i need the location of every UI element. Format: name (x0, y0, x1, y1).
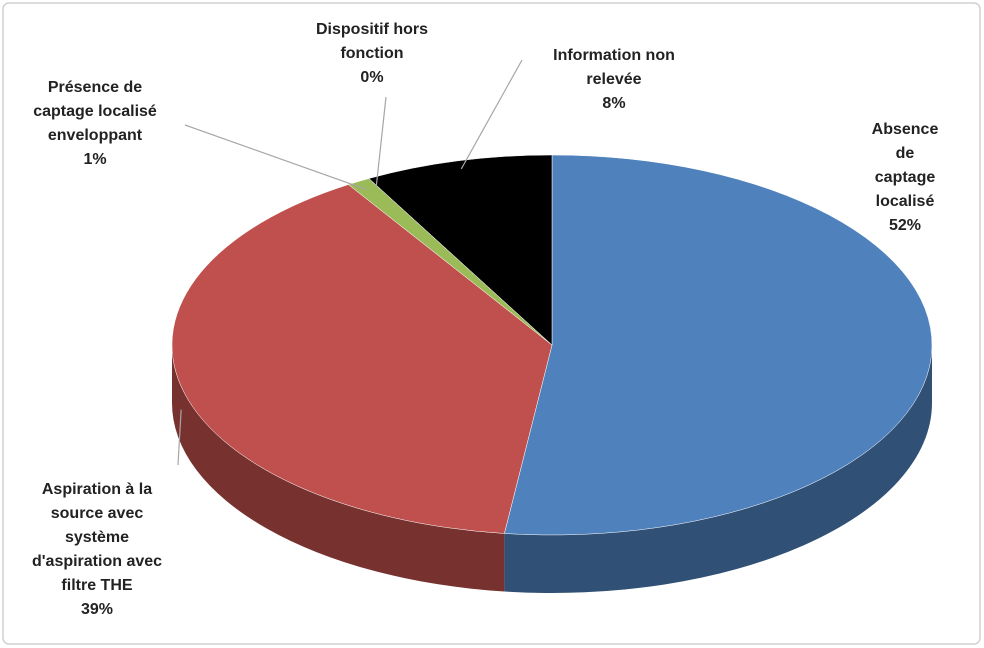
leader-line (375, 96, 387, 187)
data-label: Présence de captage localisé enveloppant… (33, 76, 157, 172)
slice-side (504, 345, 932, 593)
data-label: Dispositif hors fonction 0% (316, 18, 428, 90)
value-label: 1% (83, 151, 107, 168)
leader-line (177, 409, 182, 466)
data-label: Aspiration à la source avec système d'as… (32, 478, 162, 622)
value-label: 52% (888, 217, 922, 234)
category-label: Aspiration à la source avec système d'as… (31, 481, 163, 594)
category-label: Dispositif hors fonction (315, 21, 429, 62)
category-label: Information non relevée (553, 47, 675, 88)
category-label: Absence de captage localisé (871, 121, 939, 210)
data-label: Absence de captage localisé 52% (866, 118, 945, 238)
data-label: Information non relevée 8% (553, 44, 675, 116)
slice-side (172, 345, 505, 592)
value-label: 0% (360, 69, 384, 86)
leader-line (184, 124, 367, 191)
leader-line (460, 59, 523, 170)
slice (368, 154, 553, 346)
slice (504, 154, 933, 536)
value-label: 39% (80, 601, 114, 618)
category-label: Présence de captage localisé enveloppant (33, 79, 157, 144)
value-label: 8% (602, 95, 626, 112)
slice (171, 184, 553, 534)
